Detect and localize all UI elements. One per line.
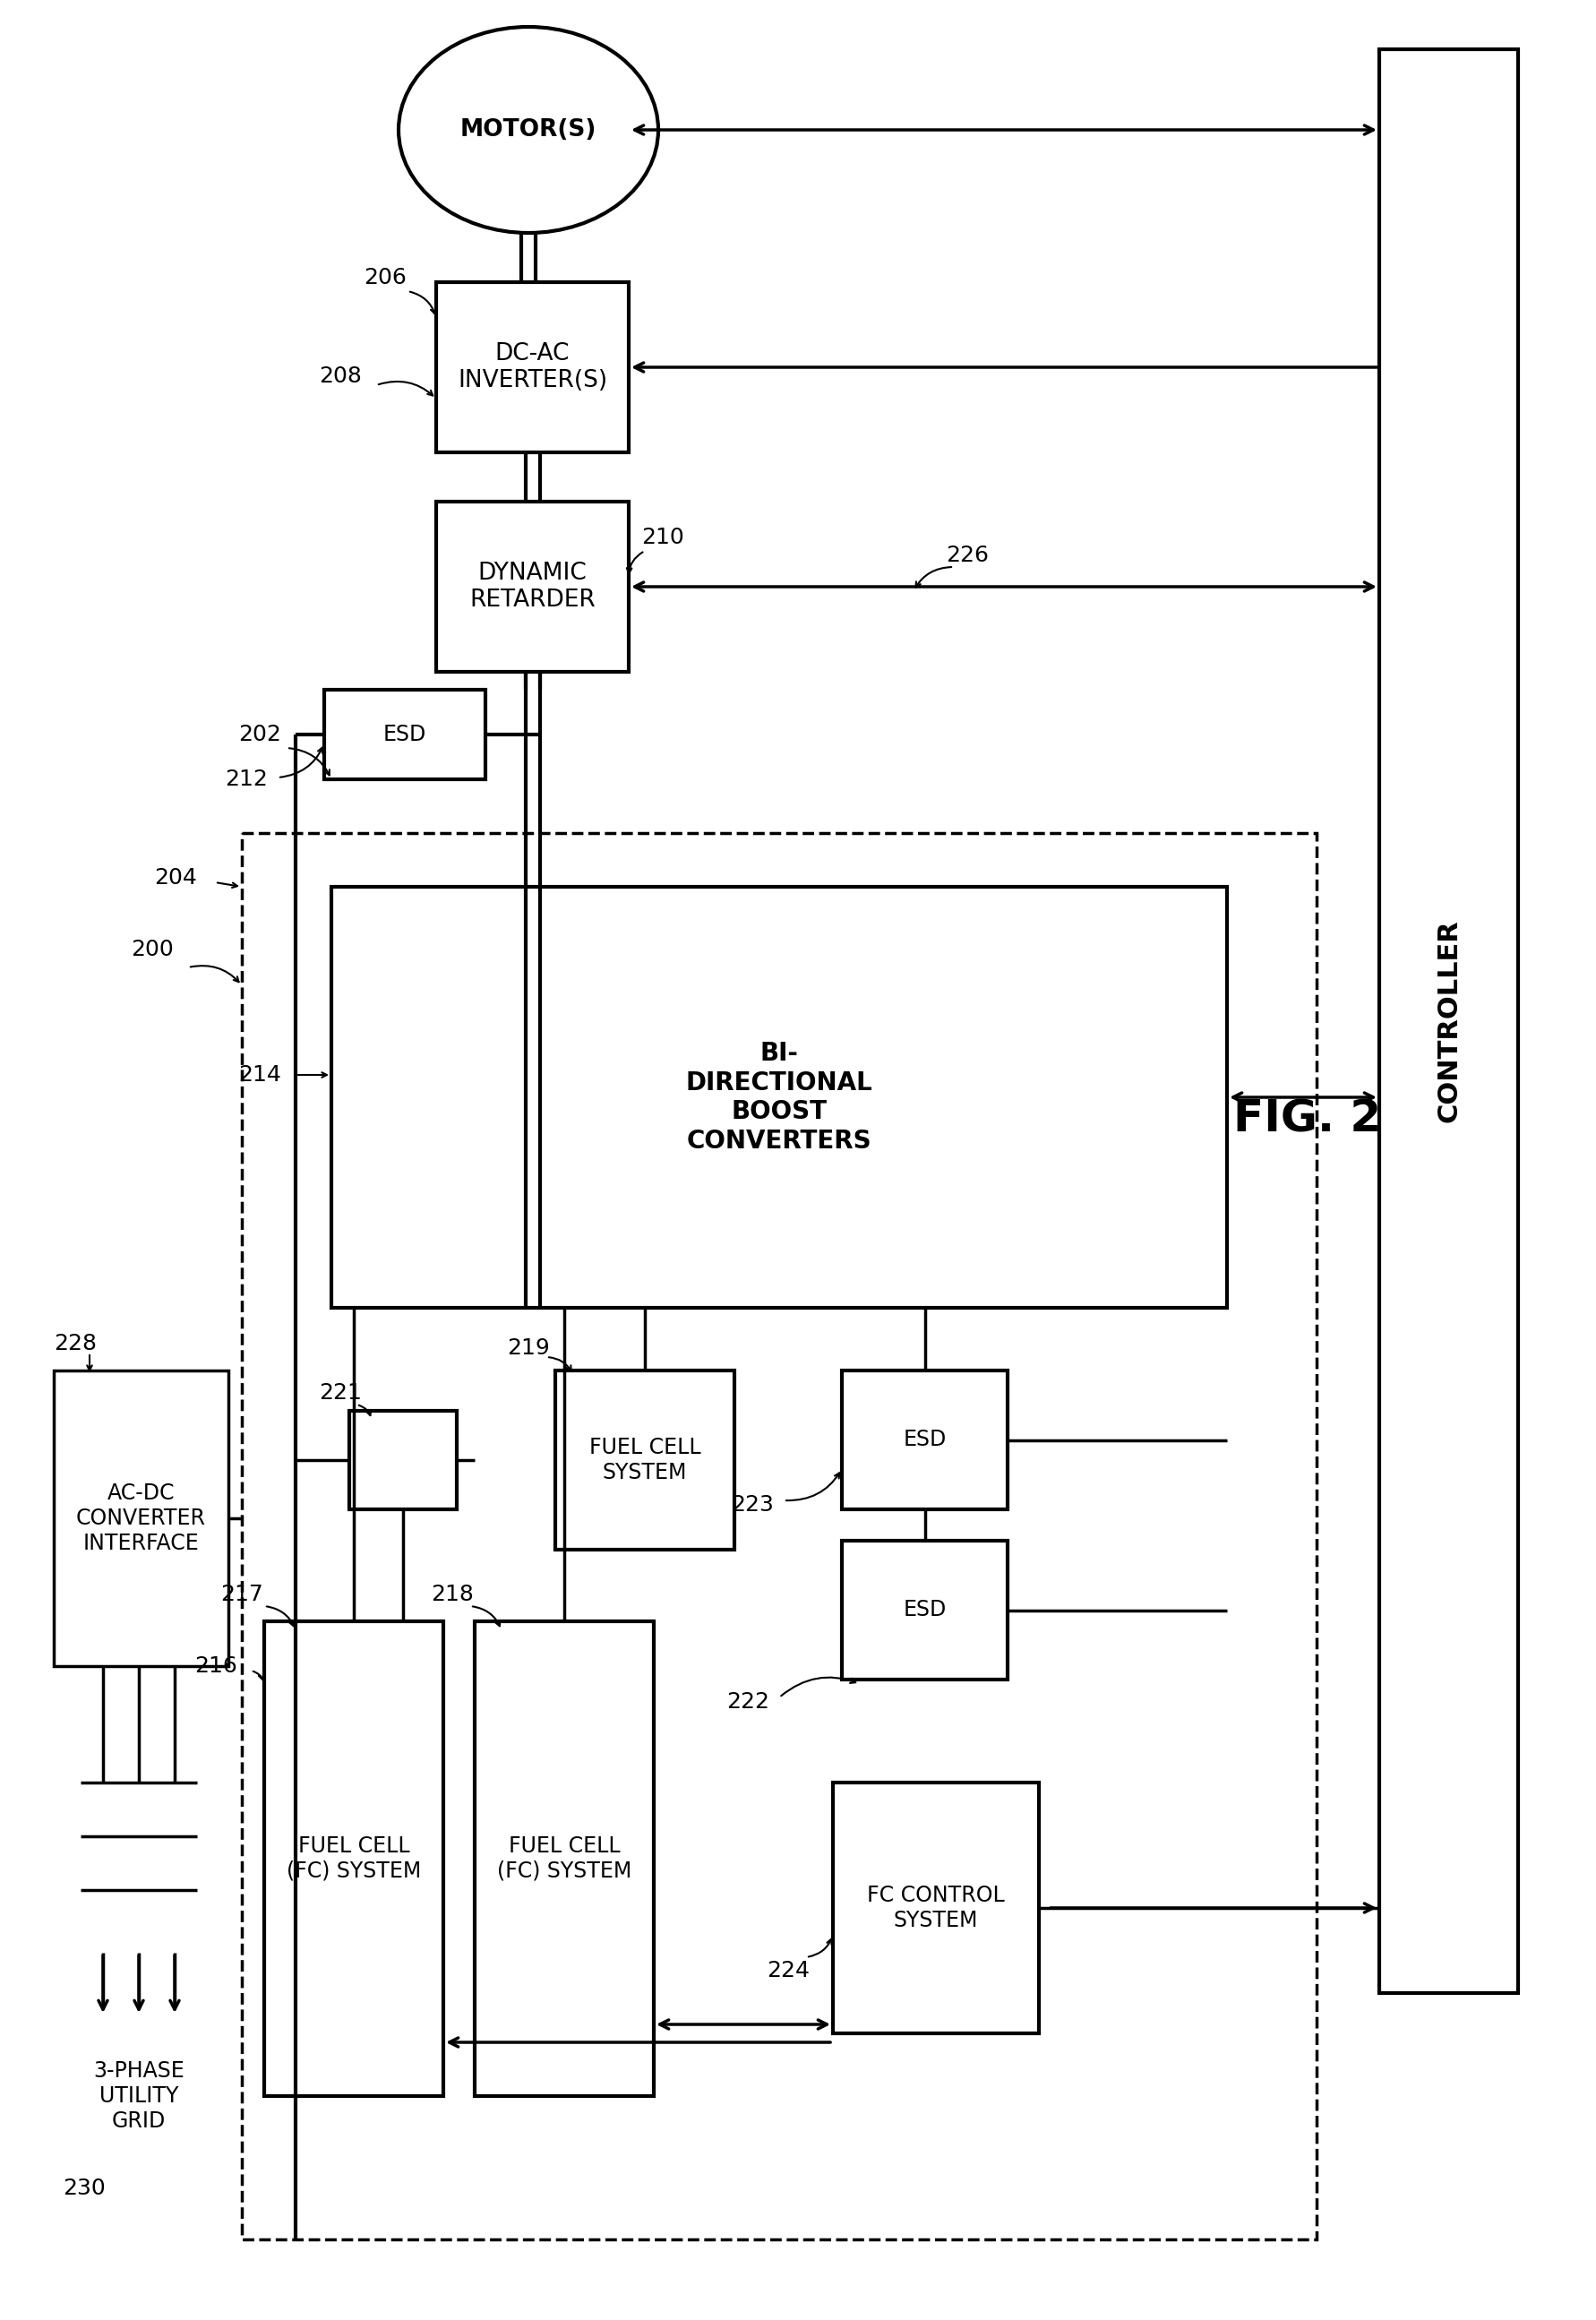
Text: DYNAMIC
RETARDER: DYNAMIC RETARDER xyxy=(469,561,595,612)
Text: 218: 218 xyxy=(431,1585,474,1605)
Text: 230: 230 xyxy=(62,2178,105,2199)
Text: 202: 202 xyxy=(238,724,281,745)
Bar xyxy=(265,1622,444,2095)
Bar xyxy=(841,1371,1007,1510)
Text: FUEL CELL
SYSTEM: FUEL CELL SYSTEM xyxy=(589,1436,701,1482)
Text: FUEL CELL
(FC) SYSTEM: FUEL CELL (FC) SYSTEM xyxy=(496,1835,632,1882)
Text: MOTOR(S): MOTOR(S) xyxy=(460,118,597,142)
Bar xyxy=(54,1371,228,1666)
Text: ESD: ESD xyxy=(903,1598,946,1622)
Bar xyxy=(833,1782,1039,2032)
Bar xyxy=(350,1411,456,1510)
Text: 214: 214 xyxy=(238,1065,281,1086)
Text: 217: 217 xyxy=(220,1585,263,1605)
Text: DC-AC
INVERTER(S): DC-AC INVERTER(S) xyxy=(458,341,608,392)
Bar xyxy=(474,1622,654,2095)
Bar xyxy=(436,283,629,452)
Text: AC-DC
CONVERTER
INTERFACE: AC-DC CONVERTER INTERFACE xyxy=(77,1482,206,1554)
Bar xyxy=(332,886,1227,1308)
Text: 210: 210 xyxy=(642,527,685,548)
Text: ESD: ESD xyxy=(903,1429,946,1450)
Text: 216: 216 xyxy=(195,1656,238,1677)
Text: 222: 222 xyxy=(726,1691,769,1712)
Text: ESD: ESD xyxy=(383,724,426,745)
Bar xyxy=(1379,49,1518,1993)
Text: 204: 204 xyxy=(155,868,196,889)
Bar xyxy=(243,833,1317,2239)
Text: 3-PHASE
UTILITY
GRID: 3-PHASE UTILITY GRID xyxy=(93,2060,185,2132)
Text: FIG. 2: FIG. 2 xyxy=(1234,1097,1382,1141)
Text: 208: 208 xyxy=(319,367,362,387)
Text: BI-
DIRECTIONAL
BOOST
CONVERTERS: BI- DIRECTIONAL BOOST CONVERTERS xyxy=(686,1042,873,1153)
Text: 226: 226 xyxy=(946,545,990,566)
Bar xyxy=(841,1540,1007,1680)
Text: 223: 223 xyxy=(731,1494,774,1515)
Text: FUEL CELL
(FC) SYSTEM: FUEL CELL (FC) SYSTEM xyxy=(287,1835,421,1882)
Text: 206: 206 xyxy=(364,267,407,288)
Text: 221: 221 xyxy=(319,1383,362,1404)
Text: 224: 224 xyxy=(766,1960,809,1981)
Text: 228: 228 xyxy=(54,1334,97,1355)
Text: 200: 200 xyxy=(131,940,174,960)
Ellipse shape xyxy=(399,28,658,232)
Bar xyxy=(324,689,485,780)
Bar xyxy=(555,1371,734,1550)
Text: FC CONTROL
SYSTEM: FC CONTROL SYSTEM xyxy=(867,1884,1005,1930)
Text: 212: 212 xyxy=(225,768,268,791)
Text: CONTROLLER: CONTROLLER xyxy=(1436,919,1462,1123)
Text: 219: 219 xyxy=(508,1336,549,1360)
Bar xyxy=(436,501,629,673)
